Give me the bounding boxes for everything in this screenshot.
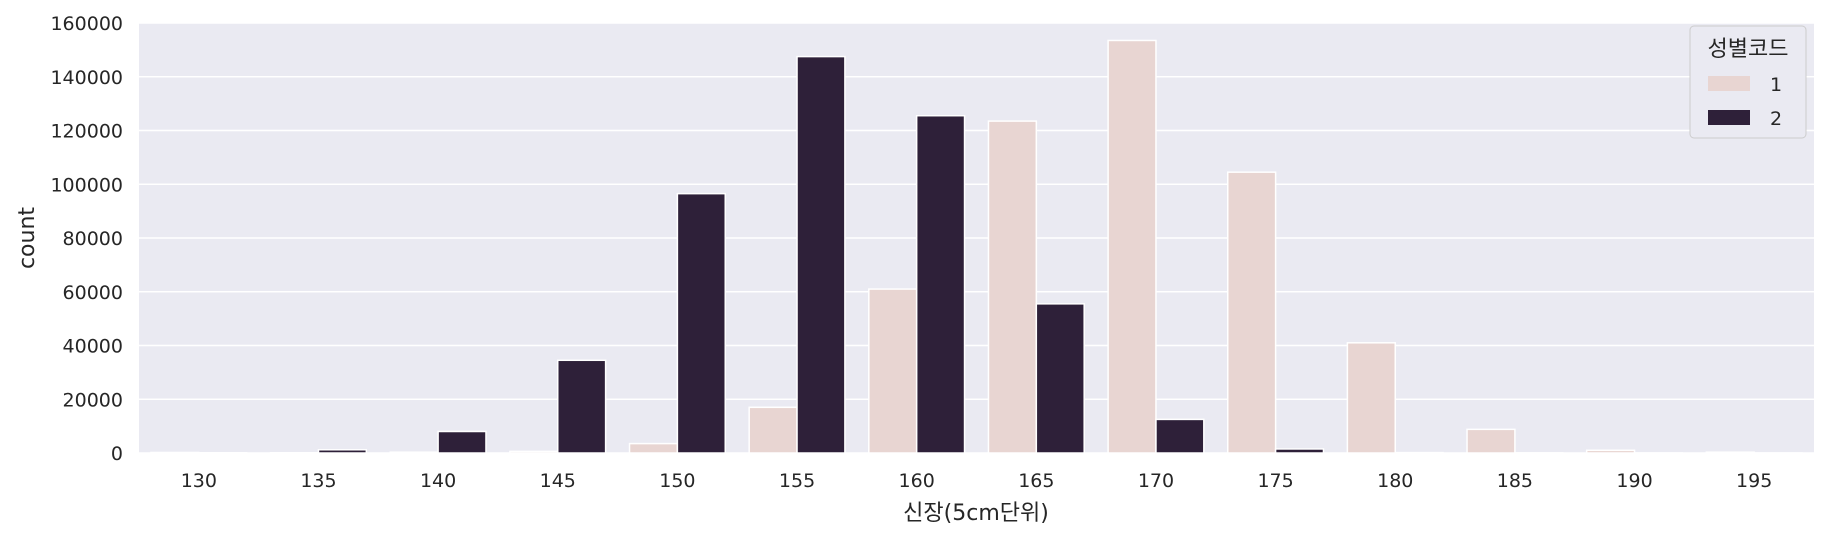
bar-series-1-175 [1227,171,1277,454]
y-tick-label: 40000 [63,336,123,358]
bar-series-2-150 [676,192,727,454]
x-tick-label: 150 [659,470,695,492]
x-tick-label: 160 [899,470,935,492]
bar-series-1-150 [628,442,679,454]
y-axis-label: count [15,207,40,269]
legend-label-series-2: 2 [1770,108,1782,130]
bar-series-1-165 [987,120,1038,454]
y-tick-label: 0 [111,443,123,465]
bar-series-1-145 [509,450,559,454]
legend: 성별코드 1 2 [1689,25,1807,139]
x-tick-label: 195 [1736,470,1772,492]
bar-series-2-145 [557,359,607,454]
legend-title: 성별코드 [1708,37,1789,62]
x-tick-label: 140 [420,470,456,492]
y-tick-label: 160000 [50,13,123,35]
bar-series-2-155 [796,55,846,454]
y-tick-label: 80000 [63,228,123,250]
x-tick-label: 175 [1257,470,1293,492]
legend-swatch-series-2 [1708,110,1750,125]
x-tick-label: 185 [1497,470,1533,492]
bars [150,39,1803,454]
bar-series-2-175 [1274,448,1325,454]
y-tick-label: 120000 [50,121,123,143]
bar-series-1-195 [1705,451,1755,454]
bar-series-1-180 [1346,342,1396,454]
legend-swatch-series-1 [1708,76,1750,91]
x-tick-label: 190 [1616,470,1652,492]
bar-series-2-165 [1035,303,1085,454]
bar-series-1-155 [748,406,798,454]
bar-series-1-185 [1466,428,1516,454]
bar-series-2-140 [437,430,487,454]
bar-series-1-190 [1585,449,1636,454]
bar-series-1-130 [150,451,200,454]
x-tick-label: 145 [540,470,576,492]
x-tick-label: 165 [1018,470,1054,492]
x-tick-label: 180 [1377,470,1413,492]
y-tick-label: 60000 [63,282,123,304]
x-tick-label: 170 [1138,470,1174,492]
bar-series-1-140 [389,451,439,454]
legend-label-series-1: 1 [1770,74,1782,96]
x-tick-label: 155 [779,470,815,492]
y-tick-label: 20000 [63,389,123,411]
y-tick-label: 140000 [50,67,123,89]
bar-series-1-170 [1107,39,1157,454]
x-tick-labels: 130 135 140 145 150 155 160 165 170 175 180 185 190 1… [181,470,1773,492]
x-tick-label: 130 [181,470,217,492]
bar-series-2-160 [915,114,966,454]
y-tick-label: 100000 [50,174,123,196]
bar-series-2-135 [317,449,368,454]
bar-series-2-170 [1155,418,1205,454]
x-axis-label: 신장(5cm단위) [903,501,1049,526]
bar-series-1-160 [868,288,918,454]
x-tick-label: 135 [300,470,336,492]
y-tick-labels: 0 20000 40000 60000 80000 100000 120000 140000 1… [50,13,123,465]
